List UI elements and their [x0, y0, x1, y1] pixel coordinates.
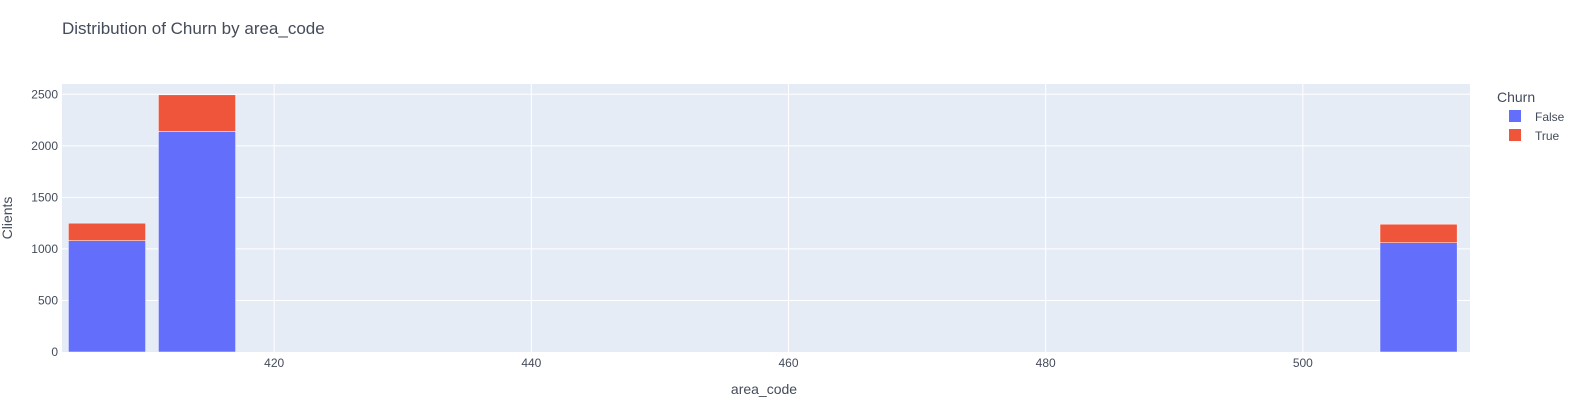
x-tick-label: 460	[778, 356, 798, 370]
x-tick-label: 420	[264, 356, 284, 370]
bar-false-506[interactable]	[1379, 242, 1458, 353]
chart-title: Distribution of Churn by area_code	[62, 19, 325, 38]
x-tick-label: 480	[1036, 356, 1056, 370]
y-tick-label: 0	[51, 345, 58, 359]
legend-label-true[interactable]: True	[1535, 129, 1560, 143]
legend-swatch-false[interactable]	[1509, 110, 1521, 122]
bar-false-404[interactable]	[68, 240, 146, 353]
x-tick-label: 500	[1293, 356, 1313, 370]
bars	[68, 94, 1458, 353]
bar-true-411[interactable]	[158, 94, 236, 132]
legend-label-false[interactable]: False	[1535, 110, 1565, 124]
legend[interactable]: Churn False True	[1497, 89, 1565, 143]
y-axis-label: Clients	[0, 197, 15, 240]
y-tick-label: 2500	[31, 87, 58, 101]
x-tick-label: 440	[521, 356, 541, 370]
y-tick-label: 1500	[31, 190, 58, 204]
y-tick-label: 2000	[31, 139, 58, 153]
legend-title: Churn	[1497, 89, 1535, 105]
x-tick-labels: 420 440 460 480 500	[264, 356, 1313, 370]
gridlines	[62, 84, 1470, 352]
y-tick-labels: 0 500 1000 1500 2000 2500	[31, 87, 58, 359]
y-tick-label: 1000	[31, 242, 58, 256]
plot-area	[62, 84, 1470, 352]
legend-swatch-true[interactable]	[1509, 129, 1521, 141]
bar-false-411[interactable]	[158, 131, 236, 353]
y-tick-label: 500	[38, 293, 58, 307]
x-axis-label: area_code	[731, 381, 797, 397]
bar-true-404[interactable]	[68, 222, 146, 241]
bar-true-506[interactable]	[1379, 223, 1458, 243]
